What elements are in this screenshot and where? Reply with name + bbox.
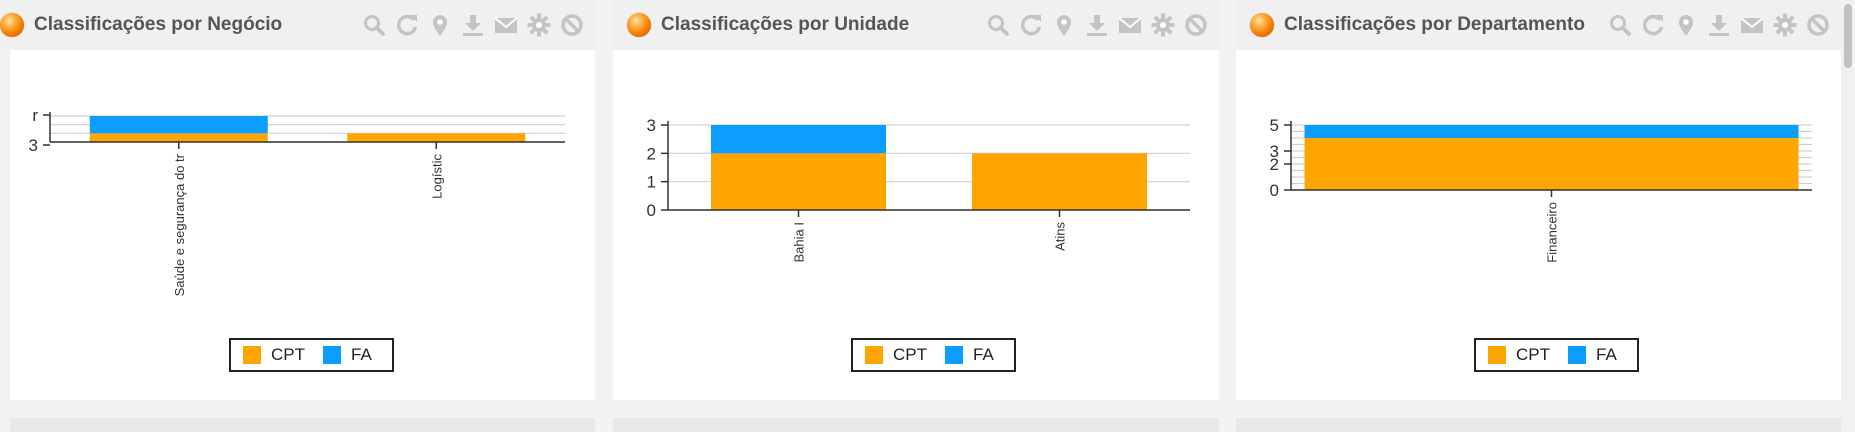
legend-swatch-fa xyxy=(323,346,341,364)
legend-swatch-fa xyxy=(1568,346,1586,364)
y-tick-label: 2 xyxy=(647,144,656,163)
gear-icon[interactable] xyxy=(1772,12,1798,38)
download-icon[interactable] xyxy=(1706,12,1732,38)
legend-item-cpt[interactable]: CPT xyxy=(1488,345,1550,365)
panel-title: Classificações por Negócio xyxy=(34,14,283,35)
panel-unidade: Classificações por Unidade Bahia I Atins 0… xyxy=(613,0,1219,400)
block-icon[interactable] xyxy=(1805,12,1831,38)
y-tick-label: 2 xyxy=(1270,155,1279,174)
legend-item-cpt[interactable]: CPT xyxy=(243,345,305,365)
legend-item-fa[interactable]: FA xyxy=(323,345,372,365)
chart-legend: CPT FA xyxy=(229,338,394,372)
panel-departamento: Classificações por Departamento Financei… xyxy=(1236,0,1841,400)
chart-legend: CPT FA xyxy=(851,338,1016,372)
location-pin-icon[interactable] xyxy=(1051,12,1077,38)
bar-cpt xyxy=(972,153,1147,210)
gear-icon[interactable] xyxy=(1150,12,1176,38)
bar-cpt xyxy=(711,153,886,210)
x-tick-label: Atins xyxy=(1053,222,1068,251)
legend-label-fa: FA xyxy=(1596,345,1617,364)
block-icon[interactable] xyxy=(1183,12,1209,38)
search-icon[interactable] xyxy=(1607,12,1633,38)
panel-title: Classificações por Unidade xyxy=(661,14,910,35)
status-orb-icon xyxy=(0,13,24,37)
chart-legend: CPT FA xyxy=(1474,338,1639,372)
legend-item-fa[interactable]: FA xyxy=(945,345,994,365)
legend-swatch-cpt xyxy=(865,346,883,364)
y-tick-label: 0 xyxy=(647,201,656,220)
search-icon[interactable] xyxy=(361,12,387,38)
y-tick-label: 0 xyxy=(1270,181,1279,200)
mail-icon[interactable] xyxy=(1117,12,1143,38)
y-tick-label: 3 xyxy=(1270,142,1279,161)
x-tick-label: Bahia I xyxy=(792,222,807,262)
status-orb-icon xyxy=(1250,13,1274,37)
download-icon[interactable] xyxy=(460,12,486,38)
panel-toolbar xyxy=(1607,12,1831,38)
panel-header: Classificações por Departamento xyxy=(1236,0,1841,50)
x-tick-label: Logístic xyxy=(429,154,444,199)
chart: Saúde e segurança do tr Logístic r 3 xyxy=(29,106,565,296)
panel-toolbar xyxy=(985,12,1209,38)
x-tick-label: Financeiro xyxy=(1545,202,1560,263)
next-panel-header xyxy=(613,418,1219,432)
bar-cpt xyxy=(1304,138,1799,190)
refresh-icon[interactable] xyxy=(1018,12,1044,38)
page-scrollbar[interactable] xyxy=(1841,0,1855,432)
panel-header: Classificações por Negócio xyxy=(0,0,595,50)
legend-item-cpt[interactable]: CPT xyxy=(865,345,927,365)
bar-cpt xyxy=(89,133,268,142)
search-icon[interactable] xyxy=(985,12,1011,38)
legend-label-cpt: CPT xyxy=(271,345,305,364)
refresh-icon[interactable] xyxy=(394,12,420,38)
legend-swatch-fa xyxy=(945,346,963,364)
chart: Bahia I Atins 0 1 2 3 xyxy=(647,116,1190,262)
y-tick-label: 1 xyxy=(647,173,656,192)
scrollbar-thumb[interactable] xyxy=(1844,4,1852,68)
bar-cpt xyxy=(347,133,526,142)
bar-fa xyxy=(89,116,268,134)
location-pin-icon[interactable] xyxy=(427,12,453,38)
legend-item-fa[interactable]: FA xyxy=(1568,345,1617,365)
legend-label-cpt: CPT xyxy=(1516,345,1550,364)
chart: Financeiro 0 23 5 xyxy=(1270,116,1812,263)
bar-fa xyxy=(1304,125,1799,138)
panel-title: Classificações por Departamento xyxy=(1284,14,1585,35)
y-tick-label: 3 xyxy=(647,116,656,135)
block-icon[interactable] xyxy=(559,12,585,38)
location-pin-icon[interactable] xyxy=(1673,12,1699,38)
download-icon[interactable] xyxy=(1084,12,1110,38)
y-tick-label: 5 xyxy=(1270,116,1279,135)
legend-label-cpt: CPT xyxy=(893,345,927,364)
panel-toolbar xyxy=(361,12,585,38)
panel-header: Classificações por Unidade xyxy=(613,0,1219,50)
next-panel-header xyxy=(10,418,595,432)
legend-swatch-cpt xyxy=(1488,346,1506,364)
mail-icon[interactable] xyxy=(493,12,519,38)
legend-label-fa: FA xyxy=(351,345,372,364)
legend-swatch-cpt xyxy=(243,346,261,364)
gear-icon[interactable] xyxy=(526,12,552,38)
mail-icon[interactable] xyxy=(1739,12,1765,38)
refresh-icon[interactable] xyxy=(1640,12,1666,38)
y-tick-label: 3 xyxy=(29,136,38,155)
status-orb-icon xyxy=(627,13,651,37)
legend-label-fa: FA xyxy=(973,345,994,364)
panel-negocio: Classificações por Negócio Saúde e segur… xyxy=(0,0,595,400)
x-tick-label: Saúde e segurança do tr xyxy=(172,153,187,296)
bar-fa xyxy=(711,125,886,154)
y-tick-label: r xyxy=(32,106,38,125)
next-panel-header xyxy=(1236,418,1841,432)
